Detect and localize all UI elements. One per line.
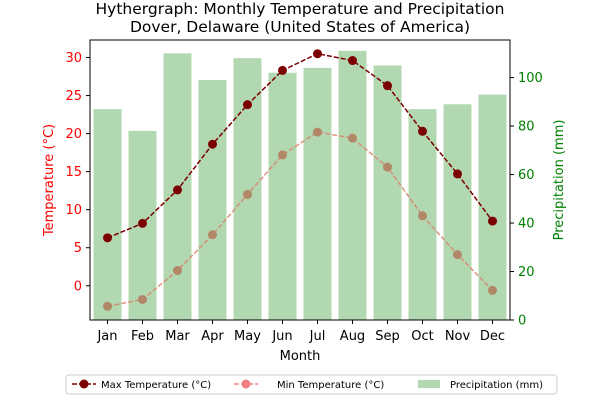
min-temp-point-oct <box>418 211 427 221</box>
precipitation-bar-jan <box>93 109 122 320</box>
y-right-tick-label: 80 <box>518 120 535 135</box>
min-temp-series <box>103 127 497 311</box>
legend-max-temp-marker <box>79 379 89 389</box>
legend-precipitation-swatch <box>418 380 440 388</box>
x-tick-label: Aug <box>340 329 365 344</box>
max-temp-point-nov <box>453 169 462 179</box>
max-temp-point-feb <box>138 218 147 228</box>
min-temp-point-feb <box>138 294 147 304</box>
precipitation-bar-may <box>233 58 262 320</box>
y-axis-left-label: Temperature (°C) <box>42 124 57 237</box>
precipitation-bar-nov <box>443 104 472 320</box>
y-right-tick-label: 20 <box>518 265 535 280</box>
x-tick-label: Mar <box>165 329 190 344</box>
y-axis-left: 0 5 10 15 20 25 30 <box>65 51 90 294</box>
max-temp-point-may <box>243 100 252 110</box>
min-temp-point-jul <box>313 127 322 137</box>
y-right-tick-label: 60 <box>518 168 535 183</box>
y-left-tick-label: 0 <box>74 279 82 294</box>
y-left-tick-label: 20 <box>65 127 82 142</box>
max-temp-point-apr <box>208 139 217 149</box>
precipitation-bar-jul <box>303 67 332 320</box>
y-left-tick-label: 15 <box>65 165 82 180</box>
x-tick-label: Jul <box>309 329 326 344</box>
max-temp-point-jun <box>278 65 287 75</box>
y-left-tick-label: 25 <box>65 89 82 104</box>
min-temp-point-jan <box>103 301 112 311</box>
max-temp-point-jul <box>313 49 322 59</box>
y-right-tick-label: 100 <box>518 71 543 86</box>
max-temp-point-mar <box>173 185 182 195</box>
x-tick-label: Sep <box>375 329 400 344</box>
legend-frame <box>65 374 558 395</box>
max-temp-point-aug <box>348 56 357 66</box>
x-axis-label: Month <box>280 349 321 364</box>
min-temp-point-nov <box>453 250 462 260</box>
x-axis: Jan Feb Mar Apr May Jun Jul Aug Sep Oct Nov Dec <box>96 320 505 344</box>
y-left-tick-label: 5 <box>74 241 82 256</box>
legend-min-temp-marker <box>241 379 251 389</box>
x-tick-label: Oct <box>411 329 433 344</box>
x-tick-label: Nov <box>445 329 471 344</box>
x-tick-label: Dec <box>480 329 505 344</box>
precipitation-bar-dec <box>478 94 507 320</box>
max-temp-point-sep <box>383 81 392 91</box>
min-temp-point-sep <box>383 162 392 172</box>
min-temp-point-jun <box>278 150 287 160</box>
legend-min-temp-label: Min Temperature (°C) <box>277 380 384 391</box>
x-tick-label: Jun <box>271 329 292 344</box>
y-right-tick-label: 0 <box>518 314 526 329</box>
chart-title: Hythergraph: Monthly Temperature and Pre… <box>96 0 505 18</box>
precipitation-bars <box>93 50 507 321</box>
precipitation-bar-sep <box>373 65 402 320</box>
max-temp-point-dec <box>488 216 497 226</box>
precipitation-bar-jun <box>268 72 297 321</box>
max-temp-point-oct <box>418 126 427 136</box>
max-temp-line <box>107 52 494 239</box>
y-right-tick-label: 40 <box>518 217 535 232</box>
precipitation-bar-aug <box>338 50 367 321</box>
max-temp-point-jan <box>103 233 112 243</box>
min-temp-point-apr <box>208 230 217 240</box>
chart-subtitle: Dover, Delaware (United States of Americ… <box>130 18 470 36</box>
precipitation-bar-apr <box>198 80 227 320</box>
min-temp-point-dec <box>488 285 497 295</box>
min-temp-point-may <box>243 189 252 199</box>
legend-max-temp-label: Max Temperature (°C) <box>101 380 211 391</box>
x-tick-label: Feb <box>131 329 154 344</box>
x-tick-label: Apr <box>201 329 224 344</box>
legend-precipitation-label: Precipitation (mm) <box>450 380 543 391</box>
min-temp-point-mar <box>173 266 182 276</box>
min-temp-line <box>107 131 494 308</box>
min-temp-point-aug <box>348 133 357 143</box>
x-tick-label: Jan <box>96 329 117 344</box>
plot-frame <box>89 39 511 321</box>
chart-legend: Max Temperature (°C) Min Temperature (°C… <box>65 374 558 395</box>
x-tick-label: May <box>234 329 261 344</box>
y-axis-right: 0 20 40 60 80 100 <box>510 71 543 329</box>
y-left-tick-label: 10 <box>65 203 82 218</box>
y-axis-right-label: Precipitation (mm) <box>552 120 567 241</box>
temperature-lines <box>103 49 497 311</box>
y-left-tick-label: 30 <box>65 51 82 66</box>
